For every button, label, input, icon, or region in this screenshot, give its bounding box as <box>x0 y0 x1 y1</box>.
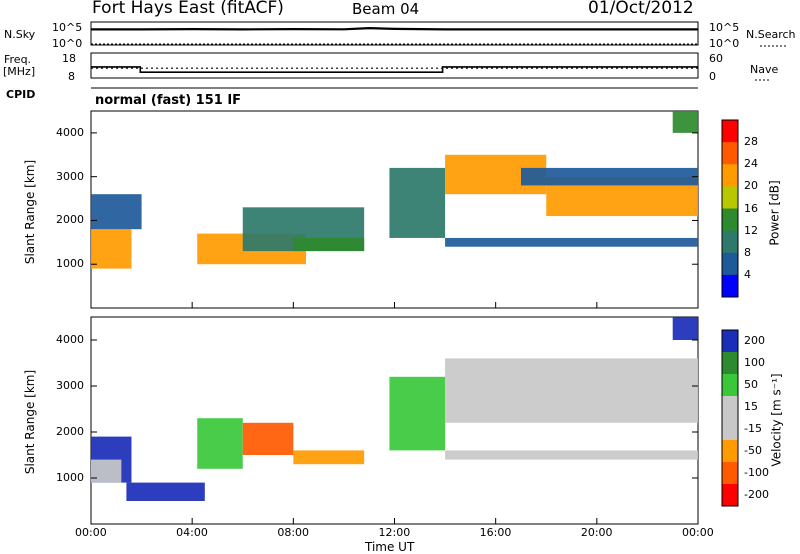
velocity-colorbar-tick-4: -15 <box>744 422 762 435</box>
power-colorbar-swatch-0 <box>722 120 738 143</box>
power-colorbar-swatch-6 <box>722 252 738 276</box>
power-region-0 <box>91 229 132 269</box>
power-region-5 <box>389 167 446 238</box>
velocity-colorbar-swatch-7 <box>722 484 738 507</box>
x-tick-label-1: 04:00 <box>176 526 208 539</box>
power-ylabel: Slant Range [km] <box>23 159 38 265</box>
velocity-colorbar-tick-6: -100 <box>744 466 769 479</box>
power-colorbar-tick-6: 4 <box>744 267 751 281</box>
x-tick-label-5: 20:00 <box>580 526 613 539</box>
velocity-region-9 <box>672 317 698 340</box>
nsearch-tick-top: 10^5 <box>709 21 740 34</box>
power-region-8 <box>520 167 698 186</box>
power-ytick-label-2: 3000 <box>56 169 84 183</box>
velocity-colorbar-tick-2: 50 <box>744 378 758 391</box>
velocity-colorbar-swatch-3 <box>722 396 738 419</box>
series-line-freq <box>91 66 698 73</box>
power-colorbar-frame <box>721 119 739 298</box>
nsearch-label: N.Search <box>746 28 796 41</box>
nsky-panel-frame <box>90 21 699 46</box>
velocity-region-7 <box>445 358 698 423</box>
power-colorbar-tick-3: 16 <box>744 201 758 215</box>
power-region-1 <box>91 194 142 230</box>
freq-unit: [MHz] <box>3 65 36 78</box>
power-region-4 <box>293 237 365 252</box>
x-tick-label-2: 08:00 <box>277 526 310 539</box>
x-tick-label-3: 12:00 <box>378 526 411 539</box>
velocity-colorbar-tick-3: 15 <box>744 400 758 413</box>
velocity-colorbar-tick-0: 200 <box>744 334 765 347</box>
velocity-ytick-label-2: 3000 <box>56 379 84 392</box>
beam-label: Beam 04 <box>352 0 420 18</box>
velocity-colorbar-swatch-4 <box>722 418 738 441</box>
x-tick-label-6: 00:00 <box>682 526 714 539</box>
power-colorbar-swatch-7 <box>722 274 738 298</box>
nsearch-tick-bottom: 10^0 <box>709 37 740 50</box>
velocity-region-8 <box>445 450 698 460</box>
nsky-tick-top: 10^5 <box>52 21 83 34</box>
velocity-region-1 <box>91 459 122 483</box>
power-ytick-label-0: 1000 <box>56 257 84 271</box>
power-colorbar-tick-5: 8 <box>744 245 751 259</box>
velocity-colorbar-swatch-0 <box>722 330 738 353</box>
x-tick-label-0: 00:00 <box>75 526 107 539</box>
velocity-colorbar-frame <box>721 329 739 507</box>
power-colorbar-tick-4: 12 <box>744 223 758 237</box>
velocity-colorbar-tick-7: -200 <box>744 488 769 501</box>
power-ytick-label-1: 2000 <box>56 213 84 227</box>
nsky-tick-bottom: 10^0 <box>52 37 83 50</box>
power-colorbar-tick-2: 20 <box>744 179 758 193</box>
freq-tick-top: 18 <box>62 52 76 65</box>
velocity-colorbar-tick-1: 100 <box>744 356 765 369</box>
velocity-ylabel: Slant Range [km] <box>23 369 38 475</box>
power-colorbar-tick-1: 24 <box>744 157 758 171</box>
cpid-value: normal (fast) 151 IF <box>95 93 242 108</box>
velocity-region-6 <box>389 376 446 451</box>
velocity-ytick-label-0: 1000 <box>56 471 84 484</box>
power-ytick-label-3: 4000 <box>56 125 84 139</box>
x-axis-label: Time UT <box>365 540 415 554</box>
velocity-ytick-label-3: 4000 <box>56 333 84 346</box>
nave-label: Nave <box>750 63 779 76</box>
power-colorbar-swatch-2 <box>722 164 738 187</box>
power-colorbar-swatch-4 <box>722 208 738 232</box>
date-label: 01/Oct/2012 <box>588 0 694 18</box>
cpid-label: CPID <box>6 88 36 101</box>
freq-panel-frame <box>90 52 699 79</box>
power-colorbar-tick-0: 28 <box>744 135 758 149</box>
series-line-nsky <box>91 26 698 31</box>
velocity-colorbar-tick-5: -50 <box>744 444 762 457</box>
nave-tick-bottom: 0 <box>709 70 716 83</box>
velocity-ytick-label-1: 2000 <box>56 425 84 438</box>
station-title: Fort Hays East (fitACF) <box>92 0 284 18</box>
x-tick-label-4: 16:00 <box>479 526 512 539</box>
velocity-region-3 <box>197 418 243 469</box>
velocity-region-4 <box>242 422 294 455</box>
freq-tick-bottom: 8 <box>68 70 75 83</box>
power-colorbar-label: Power [dB] <box>767 180 782 246</box>
power-region-9 <box>445 237 698 247</box>
power-region-10 <box>672 111 698 133</box>
nsky-label: N.Sky <box>4 28 36 41</box>
velocity-colorbar-swatch-1 <box>722 352 738 375</box>
velocity-region-2 <box>126 482 205 501</box>
power-colorbar-swatch-3 <box>722 186 738 209</box>
velocity-region-5 <box>293 450 365 465</box>
nave-tick-top: 60 <box>709 52 723 65</box>
power-colorbar-swatch-1 <box>722 142 738 165</box>
velocity-colorbar-swatch-5 <box>722 440 738 463</box>
velocity-colorbar-swatch-2 <box>722 374 738 397</box>
velocity-colorbar-swatch-6 <box>722 462 738 485</box>
velocity-colorbar-label: Velocity [m s⁻¹] <box>769 373 784 467</box>
power-colorbar-swatch-5 <box>722 230 738 254</box>
freq-label: Freq. <box>4 53 32 66</box>
